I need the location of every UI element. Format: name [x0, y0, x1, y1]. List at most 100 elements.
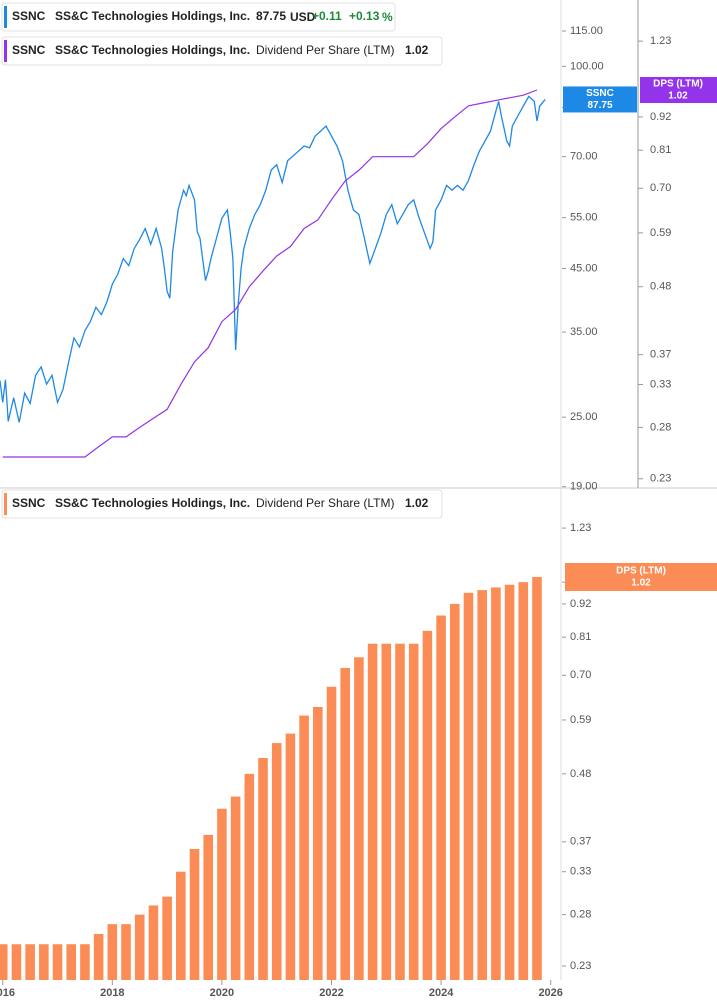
- legend-last: 87.75: [256, 9, 286, 23]
- y-tick-label: 0.48: [570, 768, 591, 780]
- legend-currency: USD: [290, 10, 316, 24]
- bar: [285, 733, 296, 980]
- bar: [299, 715, 309, 980]
- bar: [313, 707, 323, 980]
- y2-tick-label: 0.81: [650, 144, 671, 156]
- bar: [504, 584, 515, 980]
- legend-swatch: [4, 40, 7, 62]
- legend-swatch: [4, 6, 7, 28]
- line-series: [0, 95, 546, 423]
- legend-series-name: Dividend Per Share (LTM): [256, 496, 395, 510]
- y-tick-label: 45.00: [570, 262, 598, 274]
- legend-ticker: SSNC: [12, 9, 46, 23]
- bar: [395, 643, 405, 980]
- y-tick-label: 70.00: [570, 151, 598, 163]
- bar: [52, 944, 63, 980]
- bar: [463, 592, 474, 980]
- price-tag-ticker: SSNC: [586, 88, 614, 99]
- x-tick-label: 2020: [210, 987, 234, 999]
- y2-tick-label: 1.23: [650, 35, 671, 47]
- y-tick-label: 0.33: [570, 866, 591, 878]
- y-tick-label: 100.00: [570, 60, 604, 72]
- bar: [244, 773, 255, 980]
- legend-change-pct: +0.13: [349, 9, 380, 23]
- y2-tick-label: 0.37: [650, 349, 671, 361]
- y2-tick-label: 0.33: [650, 378, 671, 390]
- dps-tag-label: DPS (LTM): [616, 566, 666, 577]
- bar: [436, 615, 446, 980]
- y2-tick-label: 0.70: [650, 182, 671, 194]
- y-tick-label: 0.28: [570, 909, 591, 921]
- bar: [450, 603, 460, 980]
- y-tick-label: 0.81: [570, 631, 591, 643]
- bar: [121, 924, 131, 980]
- y-tick-label: 115.00: [570, 25, 603, 37]
- legend-ticker: SSNC: [12, 43, 46, 57]
- bar: [340, 667, 350, 980]
- bar: [176, 871, 186, 980]
- x-tick-label: 2024: [429, 987, 454, 999]
- bar: [0, 944, 8, 980]
- legend-pct-unit: %: [382, 10, 393, 24]
- x-tick-label: 2016: [0, 987, 15, 999]
- y-tick-label: 0.23: [570, 960, 591, 972]
- bar: [217, 808, 227, 980]
- dps-tag-value: 1.02: [631, 578, 651, 589]
- bar: [381, 643, 392, 980]
- bar: [80, 944, 90, 980]
- bar: [367, 643, 378, 980]
- legend-box: [1, 2, 396, 32]
- bar: [203, 834, 214, 980]
- bar: [422, 630, 433, 980]
- dps-tag: [640, 77, 717, 104]
- legend-series-name: Dividend Per Share (LTM): [256, 43, 395, 57]
- legend-swatch: [4, 493, 7, 515]
- bar: [25, 944, 35, 980]
- bar: [271, 743, 282, 980]
- x-tick-label: 2026: [538, 987, 562, 999]
- x-tick-label: 2022: [319, 987, 343, 999]
- legend-company: SS&C Technologies Holdings, Inc.: [55, 43, 250, 57]
- legend-box: [1, 489, 443, 519]
- y2-tick-label: 0.48: [650, 281, 671, 293]
- bar: [162, 896, 172, 980]
- y-tick-label: 35.00: [570, 326, 598, 338]
- bar: [134, 914, 145, 980]
- y2-tick-label: 0.92: [650, 111, 671, 123]
- y-tick-label: 19.00: [570, 481, 598, 493]
- y-tick-label: 0.92: [570, 598, 591, 610]
- legend-box: [1, 36, 443, 66]
- bar: [93, 933, 104, 980]
- bar: [326, 686, 337, 980]
- bar: [354, 657, 364, 980]
- price-tag-value: 87.75: [587, 100, 612, 111]
- y-tick-label: 55.00: [570, 212, 598, 224]
- bar: [189, 848, 200, 980]
- y-tick-label: 1.23: [570, 522, 591, 534]
- x-tick-label: 2018: [100, 987, 124, 999]
- bar: [39, 944, 49, 980]
- bar: [258, 758, 268, 980]
- y2-tick-label: 0.59: [650, 227, 671, 239]
- bar: [107, 924, 118, 980]
- y-tick-label: 0.59: [570, 714, 591, 726]
- bar: [477, 590, 487, 980]
- bar: [230, 796, 241, 980]
- bar: [11, 944, 22, 980]
- dps-tag: [565, 562, 717, 591]
- dps-tag-value: 1.02: [668, 91, 688, 102]
- line-series: [2, 89, 538, 458]
- y-tick-label: 25.00: [570, 411, 598, 423]
- legend-ticker: SSNC: [12, 496, 46, 510]
- legend-last: 1.02: [405, 496, 429, 510]
- legend-company: SS&C Technologies Holdings, Inc.: [55, 496, 250, 510]
- bar: [491, 587, 501, 980]
- bar: [148, 905, 159, 980]
- y-tick-label: 0.37: [570, 836, 591, 848]
- bar: [408, 643, 419, 980]
- bar: [532, 576, 542, 980]
- y-tick-label: 0.70: [570, 669, 591, 681]
- legend-company: SS&C Technologies Holdings, Inc.: [55, 9, 250, 23]
